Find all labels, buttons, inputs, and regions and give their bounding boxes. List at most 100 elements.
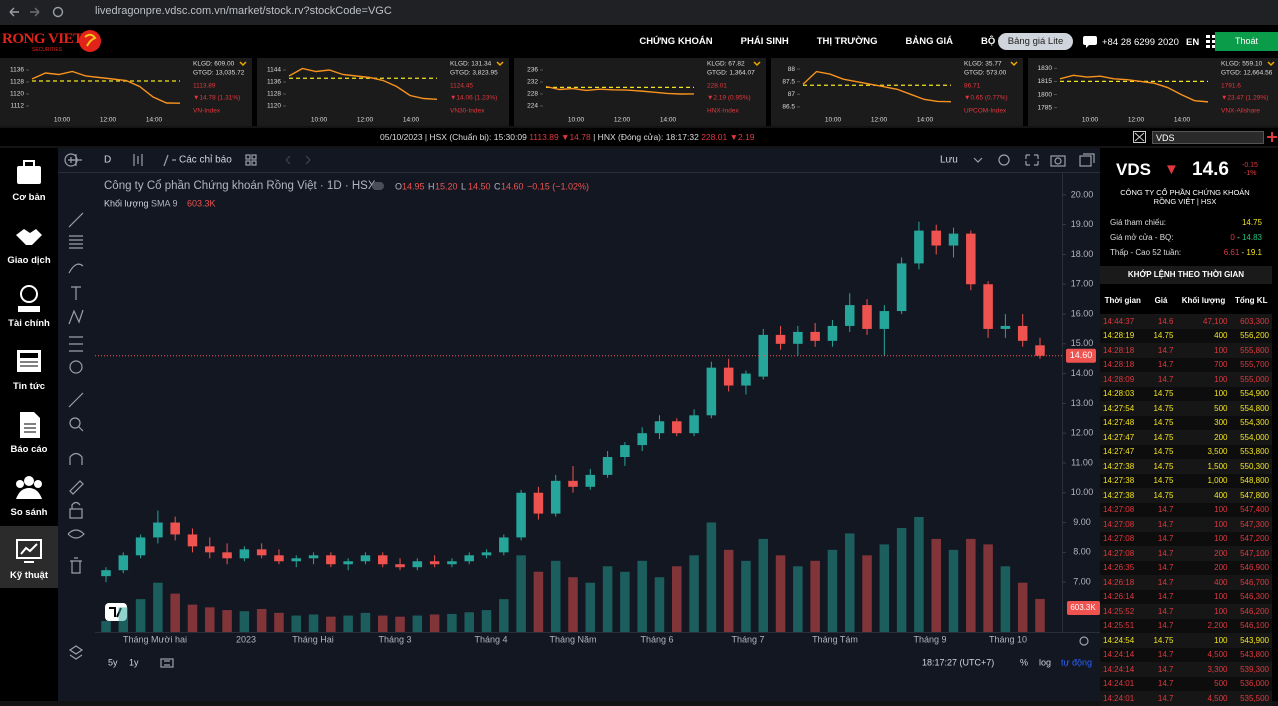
footer-log[interactable]: log [1039,657,1051,667]
index-gtgd: GTGD: 12,664.56 [1221,70,1273,77]
candle-body [585,474,596,487]
quote-values: 6.61 - 19.1 [1223,248,1262,257]
range-button[interactable]: 1y [129,657,139,667]
candle-body [429,561,440,565]
sidebar-item[interactable]: Giao dịch [0,211,58,273]
trade-row: 14:26:35 14.7 200 546,900 [1100,560,1272,575]
index-panel[interactable]: 86.5 87 87.5 88 10:00 12:00 14:00 KLGD: 35.77 GT… [771,58,1023,126]
trade-cell: 14.6 [1157,316,1174,326]
legend-key: O [395,181,402,191]
lite-button[interactable]: Bảng giá Lite [998,33,1073,50]
sidebar-item[interactable]: Kỹ thuật [0,526,58,588]
volume-bar [135,599,146,632]
index-gtgd: GTGD: 1,364.07 [707,70,755,77]
trade-cell: 14:25:52 [1103,606,1135,616]
nav-item[interactable]: CHỨNG KHOÁN [639,36,713,47]
trade-cell: 14.7 [1157,345,1174,355]
top-toolbar-icons[interactable] [64,153,1095,668]
sidebar: Cơ bản Giao dịch Tài chính Tin tức Báo cáo So… [0,148,58,701]
trade-cell: 14:27:47 [1103,447,1135,457]
sidebar-item[interactable]: So sánh [0,463,58,525]
volume-bar [308,614,319,632]
index-panel[interactable]: 1120 1128 1136 1144 10:00 12:00 14:00 KLGD: 131… [257,58,509,126]
candle-body [879,311,890,329]
index-name: VN30-Index [450,108,485,115]
nav-item[interactable]: THỊ TRƯỜNG [816,36,878,47]
footer-time: 18:17:27 (UTC+7) [922,657,994,667]
index-change: ▼2.19 (0.95%) [707,95,751,102]
index-panel[interactable]: 1112 1120 1128 1136 10:00 12:00 14:00 KLGD: 609… [0,58,252,126]
x-tick-label: Tháng 3 [378,634,411,644]
sidebar-item[interactable]: Tin tức [0,337,58,399]
range-button[interactable]: 5y [108,657,118,667]
candle-body [620,445,630,458]
interval[interactable]: D [104,155,111,166]
trade-cell: 100 [1214,606,1228,616]
save[interactable]: Lưu [940,155,958,166]
quote-label: Thấp - Cao 52 tuần: [1110,248,1182,257]
sidebar-item[interactable]: Báo cáo [0,400,58,462]
volume-bar [827,549,838,632]
trade-row: 14:24:14 14.7 4,500 543,800 [1100,647,1272,662]
index-name: UPCOM-Index [964,108,1007,115]
trade-cell: 100 [1214,519,1228,529]
quote-value: 14.83 [1241,233,1262,242]
logo[interactable]: RONG VIET [2,31,83,47]
logout-button[interactable]: Thoát [1215,32,1278,51]
footer-auto[interactable]: tự động [1061,657,1092,667]
browser-buttons[interactable] [8,6,78,19]
trade-cell: 554,300 [1240,418,1269,428]
volume-bar [966,538,976,632]
sidebar-icon [17,160,41,184]
trade-cell: 400 [1214,490,1228,500]
language[interactable]: EN [1186,37,1200,48]
index-line [1059,74,1209,103]
trade-row: 14:28:19 14.75 400 556,200 [1100,328,1272,343]
volume-bar [291,615,302,632]
quote-value: 0 [1230,233,1235,242]
nav-item[interactable]: BẢNG GIÁ [905,36,954,47]
trade-cell: 553,800 [1240,447,1269,457]
footer-percent[interactable]: % [1020,657,1028,667]
index-y-tick: 1815 [1038,78,1053,85]
quote-row: Giá mở cửa - BQ: 0 - 14.83 [1110,233,1262,242]
phone[interactable]: +84 28 6299 2020 [1102,37,1179,48]
sidebar-item[interactable]: Cơ bản [0,148,58,210]
search-box[interactable]: VDS [1152,131,1264,144]
compare-icon[interactable] [1133,131,1146,143]
volume-bar [481,610,492,632]
volume-bar [187,604,198,632]
sidebar-item[interactable]: Tài chính [0,274,58,336]
index-value: 1113.89 [193,83,216,90]
index-panel[interactable]: 224 228 232 236 10:00 12:00 14:00 KLGD: 67.82 GT… [514,58,766,126]
candle-body [360,555,371,562]
nav-item[interactable]: PHÁI SINH [740,36,789,47]
volume-bar [879,544,890,632]
trade-cell: 547,200 [1240,534,1269,544]
candle-body [637,433,647,446]
url[interactable]: livedragonpre.vdsc.com.vn/market/stock.r… [95,5,392,17]
trade-row: 14:27:47 14.75 3,500 553,800 [1100,444,1272,459]
trade-cell: 14.7 [1157,577,1174,587]
trade-cell: 14:27:38 [1103,476,1135,486]
legend-toggle [372,182,384,190]
chat-icon[interactable] [1082,35,1098,49]
trade-cell: 547,400 [1240,505,1269,515]
candle-body [499,537,509,553]
volume-bar [499,599,509,632]
volume-bar [274,612,284,632]
volume-bar [343,615,353,632]
index-panel[interactable]: 1785 1800 1815 1830 10:00 12:00 14:00 KLGD: 559… [1028,58,1278,126]
trade-cell: 546,200 [1240,606,1269,616]
trade-row: 14:25:52 14.7 100 546,200 [1100,604,1272,619]
y-tick-label: 12.00 [1071,428,1094,438]
quote-row: Giá tham chiếu: 14.75 [1110,218,1262,227]
index-x-tick: 10:00 [54,117,71,124]
ticker-hnx-value: 228.01 [701,132,728,142]
volume-last-label: 603.3K [1070,603,1096,612]
volume-bar [758,538,769,632]
trade-cell: 14:27:08 [1103,505,1135,515]
add-icon[interactable] [1267,131,1277,143]
indicators[interactable]: Các chỉ báo [179,154,232,166]
